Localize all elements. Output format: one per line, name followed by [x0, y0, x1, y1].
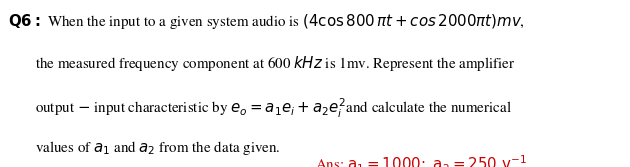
Text: output $-$ input characteristic by $e_o = a_1e_i + a_2e_i^2$and calculate the nu: output $-$ input characteristic by $e_o …: [35, 97, 512, 120]
Text: values of $a_1$ and $a_2$ from the data given.: values of $a_1$ and $a_2$ from the data …: [35, 139, 280, 157]
Text: the measured frequency component at 600 $\mathit{kHz}$ is 1mv. Represent the amp: the measured frequency component at 600 …: [35, 54, 515, 73]
Text: $\mathbf{Q6:}$: $\mathbf{Q6:}$: [8, 12, 40, 30]
Text: Ans: $\mathrm{a_1 = 1000; \ a_2 = 250 \ v^{-1}}$.: Ans: $\mathrm{a_1 = 1000; \ a_2 = 250 \ …: [315, 154, 531, 167]
Text: When the input to a given system audio is $(4\cos 800\,\pi t + \mathit{cos}\,200: When the input to a given system audio i…: [47, 12, 525, 31]
